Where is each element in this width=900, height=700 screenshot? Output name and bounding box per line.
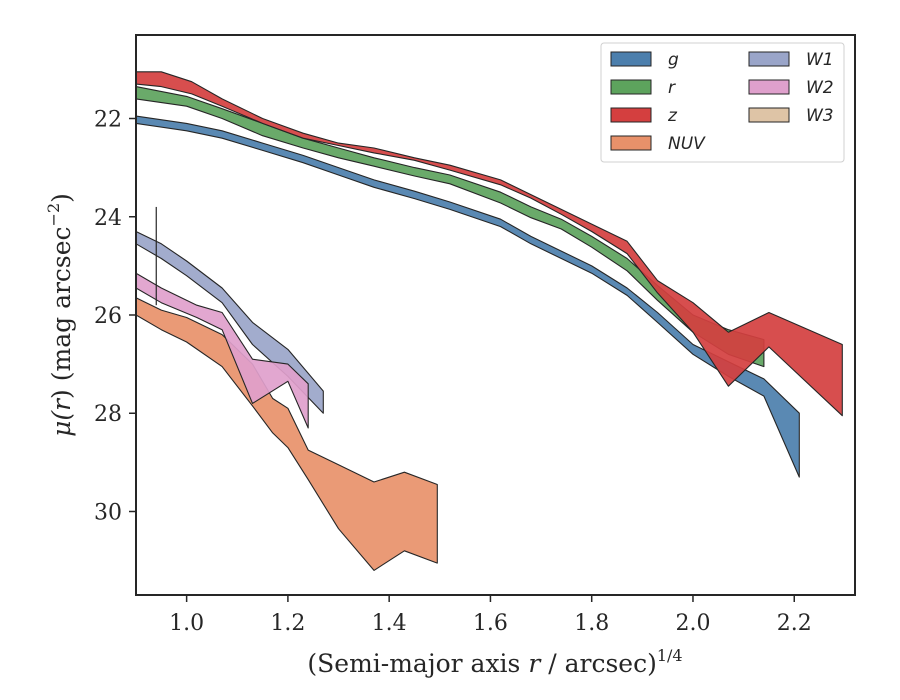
x-axis-ticks: 1.0 1.2 1.4 1.6 1.8 2.0 2.2 bbox=[169, 595, 812, 636]
legend: grz NUV W1 W2 W3 bbox=[601, 43, 844, 162]
legend-label-nuv: NUV bbox=[668, 134, 706, 154]
x-tick-label: 1.6 bbox=[473, 611, 508, 636]
legend-label-z: z bbox=[667, 106, 678, 126]
legend-swatch-g bbox=[611, 52, 651, 66]
y-axis-ticks: 22 24 26 28 30 bbox=[94, 108, 136, 526]
legend-swatch-w1 bbox=[749, 52, 789, 66]
legend-label-w2: W2 bbox=[806, 78, 834, 98]
legend-swatch-r bbox=[611, 80, 651, 94]
x-tick-label: 1.8 bbox=[574, 611, 609, 636]
legend-label-w3: W3 bbox=[806, 106, 834, 126]
legend-swatch-w2 bbox=[749, 80, 789, 94]
x-tick-label: 2.0 bbox=[675, 611, 710, 636]
y-tick-label: 24 bbox=[94, 206, 122, 231]
legend-swatch-z bbox=[611, 108, 651, 122]
x-tick-label: 1.4 bbox=[372, 611, 407, 636]
x-tick-label: 1.2 bbox=[270, 611, 305, 636]
legend-label-w1: W1 bbox=[806, 50, 834, 70]
y-tick-label: 22 bbox=[94, 108, 122, 133]
x-axis-label: (Semi-major axis r / arcsec)1/4 bbox=[307, 646, 682, 678]
x-tick-label: 2.2 bbox=[777, 611, 812, 636]
surface-brightness-profile-chart: 1.0 1.2 1.4 1.6 1.8 2.0 2.2 22 24 26 28 30 grz NUV W… bbox=[0, 0, 900, 700]
y-axis-label: μ(r) (mag arcsec−2) bbox=[44, 193, 76, 437]
y-tick-label: 28 bbox=[94, 402, 122, 427]
y-tick-label: 26 bbox=[94, 304, 122, 329]
legend-swatch-nuv bbox=[611, 136, 651, 150]
series-band-nuv bbox=[136, 298, 437, 571]
legend-label-g: g bbox=[668, 50, 679, 70]
legend-label-r: r bbox=[668, 78, 676, 98]
legend-swatch-w3 bbox=[749, 108, 789, 122]
y-tick-label: 30 bbox=[94, 500, 122, 525]
x-tick-label: 1.0 bbox=[169, 611, 204, 636]
